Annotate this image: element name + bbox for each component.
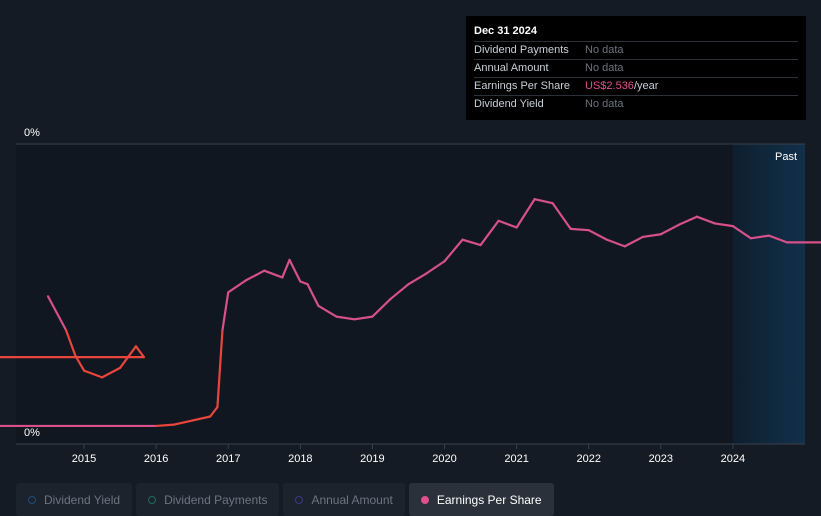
eps-line-segment bbox=[569, 227, 590, 232]
eps-line-segment bbox=[497, 219, 518, 229]
tooltip-value: No data bbox=[585, 98, 624, 110]
x-tick-label: 2022 bbox=[576, 453, 600, 465]
eps-line-segment bbox=[46, 295, 68, 332]
eps-line-segment bbox=[227, 279, 248, 294]
eps-line-segment bbox=[479, 219, 500, 247]
eps-line-segment bbox=[623, 235, 644, 248]
eps-line-segment bbox=[74, 354, 86, 372]
eps-line-segment bbox=[353, 315, 374, 321]
x-tick-label: 2015 bbox=[72, 453, 96, 465]
eps-line-segment bbox=[641, 233, 662, 239]
eps-line-segment bbox=[100, 366, 122, 379]
filled-circle-icon bbox=[420, 495, 429, 504]
eps-line-segment bbox=[587, 229, 608, 241]
eps-line-segment bbox=[263, 269, 284, 279]
eps-line-segment bbox=[731, 225, 753, 240]
x-tick-label: 2018 bbox=[288, 453, 312, 465]
tooltip-label: Dividend Yield bbox=[474, 98, 544, 110]
tooltip-date: Dec 31 2024 bbox=[474, 25, 537, 37]
eps-line-segment bbox=[335, 315, 356, 321]
x-tick-label: 2019 bbox=[360, 453, 384, 465]
eps-line-segment bbox=[371, 297, 392, 318]
tooltip-row-dividend-payments: Dividend Payments No data bbox=[474, 41, 798, 59]
past-band bbox=[732, 144, 805, 444]
eps-line-segment bbox=[677, 215, 698, 226]
eps-line-segment bbox=[216, 329, 224, 409]
tooltip-label: Annual Amount bbox=[474, 62, 549, 74]
x-tick-label: 2017 bbox=[216, 453, 240, 465]
eps-line-segment bbox=[209, 405, 219, 418]
eps-line-segment bbox=[461, 238, 482, 247]
past-label: Past bbox=[775, 151, 797, 163]
eps-line-segment bbox=[191, 415, 212, 422]
tooltip-row-dividend-yield: Dividend Yield No data bbox=[474, 95, 798, 113]
eps-line-segment bbox=[551, 202, 572, 230]
plot-area bbox=[16, 144, 805, 444]
legend: Dividend Yield Dividend Payments Annual … bbox=[16, 483, 558, 516]
eps-line-segment bbox=[134, 345, 145, 359]
eps-line-segment bbox=[407, 272, 428, 286]
eps-line-segment bbox=[82, 369, 104, 379]
eps-line-segment bbox=[713, 222, 735, 228]
x-tick-label: 2020 bbox=[432, 453, 456, 465]
tooltip-row-eps: Earnings Per Share US$2.536/year bbox=[474, 77, 798, 95]
eps-line-segment bbox=[389, 283, 410, 301]
eps-line-segment bbox=[767, 234, 789, 244]
legend-dividend-yield[interactable]: Dividend Yield bbox=[16, 483, 133, 516]
eps-line-segment bbox=[288, 258, 302, 283]
eps-line-segment bbox=[425, 260, 446, 275]
eps-line-segment bbox=[605, 238, 626, 248]
circle-icon bbox=[28, 495, 36, 504]
eps-line-segment bbox=[245, 269, 266, 282]
eps-line-segment bbox=[306, 283, 320, 307]
tooltip-value: No data bbox=[585, 62, 624, 74]
x-tick-label: 2021 bbox=[504, 453, 528, 465]
eps-line-segment bbox=[317, 304, 338, 318]
tooltip-value: No data bbox=[585, 44, 624, 56]
tooltip-value-eps: US$2.536 bbox=[585, 80, 634, 92]
tooltip-unit: /year bbox=[633, 80, 659, 92]
legend-label: Dividend Yield bbox=[44, 492, 121, 507]
legend-annual-amount[interactable]: Annual Amount bbox=[283, 483, 405, 516]
eps-line-segment bbox=[64, 329, 77, 357]
eps-line-segment bbox=[749, 234, 771, 240]
eps-line-segment bbox=[515, 198, 536, 229]
circle-icon bbox=[148, 495, 157, 504]
tooltip-label: Dividend Payments bbox=[474, 44, 569, 56]
tooltip: Dec 31 2024 Dividend Payments No data An… bbox=[466, 16, 806, 120]
tooltip-label: Earnings Per Share bbox=[474, 80, 570, 92]
legend-label: Annual Amount bbox=[311, 492, 393, 507]
legend-label: Earnings Per Share bbox=[436, 492, 542, 507]
eps-line-segment bbox=[173, 419, 194, 426]
eps-line-segment bbox=[299, 280, 309, 286]
circle-icon bbox=[295, 495, 304, 504]
eps-line-segment bbox=[533, 198, 554, 205]
y-axis-top-label: 0% bbox=[24, 127, 40, 139]
legend-earnings-per-share[interactable]: Earnings Per Share bbox=[408, 483, 554, 516]
legend-dividend-payments[interactable]: Dividend Payments bbox=[136, 483, 280, 516]
eps-line-segment bbox=[443, 238, 464, 263]
eps-line-segment bbox=[695, 215, 716, 225]
eps-line-segment bbox=[281, 258, 291, 279]
y-axis-bottom-label: 0% bbox=[24, 427, 40, 439]
tooltip-row-annual-amount: Annual Amount No data bbox=[474, 59, 798, 77]
x-tick-label: 2023 bbox=[649, 453, 673, 465]
eps-line-segment bbox=[221, 291, 230, 332]
legend-label: Dividend Payments bbox=[164, 492, 268, 507]
eps-line-segment bbox=[155, 423, 176, 428]
x-tick-label: 2016 bbox=[144, 453, 168, 465]
x-tick-label: 2024 bbox=[721, 453, 745, 465]
eps-line-segment bbox=[659, 223, 680, 236]
